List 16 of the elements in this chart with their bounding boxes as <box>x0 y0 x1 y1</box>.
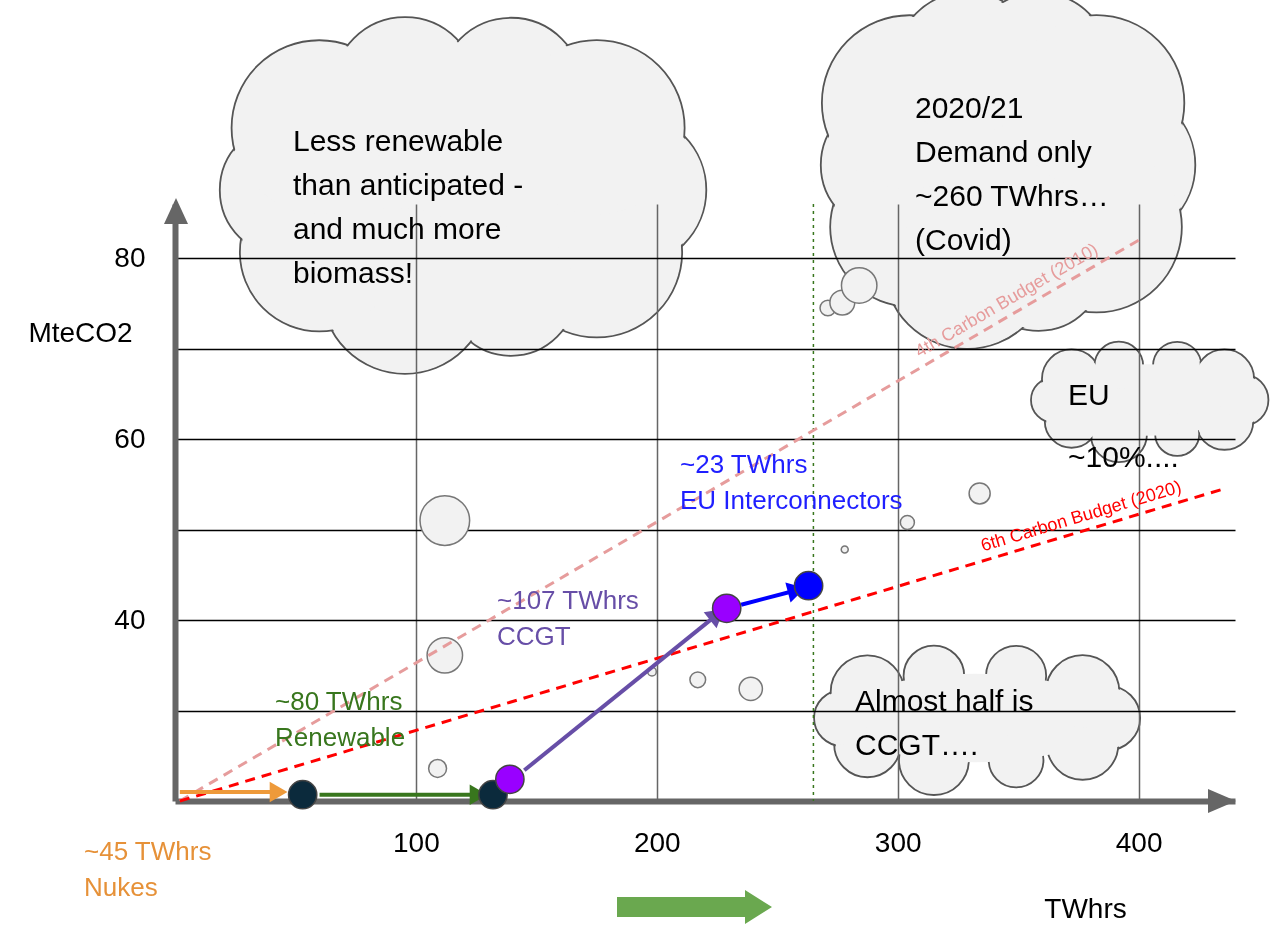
y-axis-title: MteCO2 <box>28 316 133 348</box>
point <box>287 779 318 810</box>
text: ~45 TWhrs Nukes <box>84 835 212 902</box>
x-axis-title: TWhrs <box>1044 892 1127 924</box>
annotation: ~80 TWhrs Renewable <box>275 685 406 752</box>
annotation: ~107 TWhrs CCGT <box>497 584 639 651</box>
point <box>711 593 742 624</box>
x-tick-label: 100 <box>393 826 440 858</box>
x-tick-label: 400 <box>1115 826 1163 858</box>
y-tick-label: 60 <box>114 422 146 454</box>
y-tick-label: 40 <box>114 603 146 635</box>
text: 6th Carbon Budget (2020) <box>978 476 1184 556</box>
x-tick-label: 200 <box>633 826 681 858</box>
x-tick-label: 300 <box>874 826 922 858</box>
y-tick-label: 80 <box>114 241 146 273</box>
point <box>494 764 525 795</box>
